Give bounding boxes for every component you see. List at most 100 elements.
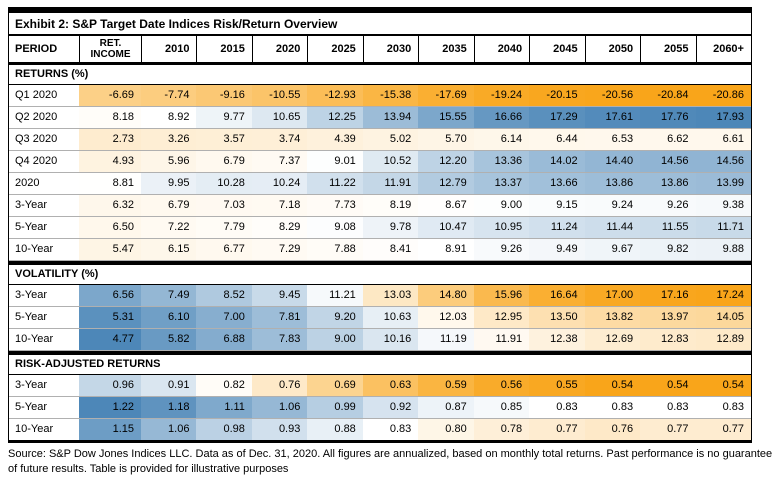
value-cell: 8.29	[251, 217, 308, 238]
value-cell: 17.61	[584, 107, 641, 128]
value-cell: 14.56	[695, 151, 751, 172]
value-cell: 15.96	[473, 285, 530, 306]
table-row: 5-Year 6.50 7.22 7.79 8.29 9.08 9.78 10.47 10.95…	[9, 217, 751, 239]
value-cell: 7.49	[141, 285, 197, 306]
value-cell: 12.89	[695, 329, 751, 350]
column-header-2020: 2020	[251, 36, 307, 62]
value-cell: 7.29	[251, 239, 308, 260]
value-cell: 4.77	[79, 329, 141, 350]
value-cell: 6.50	[79, 217, 141, 238]
column-header-2010: 2010	[141, 36, 196, 62]
value-cell: 5.96	[141, 151, 197, 172]
value-cell: 17.16	[640, 285, 696, 306]
value-cell: 1.18	[141, 397, 197, 418]
risk-return-table: Exhibit 2: S&P Target Date Indices Risk/…	[8, 7, 752, 443]
value-cell: 3.26	[141, 129, 197, 150]
value-cell: 9.38	[695, 195, 751, 216]
row-label: 10-Year	[9, 329, 79, 350]
value-cell: 17.24	[695, 285, 751, 306]
table-row: 10-Year 1.15 1.06 0.98 0.93 0.88 0.83 0.80 0.78 0…	[9, 419, 751, 440]
value-cell: 11.19	[418, 329, 474, 350]
value-cell: 9.49	[529, 239, 585, 260]
value-cell: 0.76	[584, 419, 641, 440]
value-cell: 13.36	[473, 151, 530, 172]
value-cell: 0.59	[418, 375, 474, 396]
value-cell: 6.62	[640, 129, 696, 150]
value-cell: 12.25	[307, 107, 363, 128]
value-cell: 0.54	[584, 375, 641, 396]
value-cell: 17.93	[695, 107, 751, 128]
value-cell: 7.79	[196, 217, 252, 238]
table-row: 3-Year 6.32 6.79 7.03 7.18 7.73 8.19 8.67 9.00 9.…	[9, 195, 751, 217]
row-label: 10-Year	[9, 419, 79, 440]
value-cell: -12.93	[307, 85, 363, 106]
value-cell: 12.20	[418, 151, 474, 172]
value-cell: 0.87	[418, 397, 474, 418]
value-cell: 9.26	[473, 239, 530, 260]
value-cell: 1.15	[79, 419, 141, 440]
value-cell: 11.22	[307, 173, 363, 194]
value-cell: 14.02	[529, 151, 585, 172]
section-header: RETURNS (%)	[9, 65, 751, 85]
value-cell: 1.11	[196, 397, 252, 418]
value-cell: -9.16	[196, 85, 252, 106]
row-label: 3-Year	[9, 375, 79, 396]
value-cell: 17.29	[529, 107, 585, 128]
value-cell: 0.78	[473, 419, 530, 440]
value-cell: 8.18	[79, 107, 141, 128]
value-cell: 0.83	[584, 397, 641, 418]
table-row: Q4 2020 4.93 5.96 6.79 7.37 9.01 10.52 12.20 13.…	[9, 151, 751, 173]
value-cell: 0.83	[695, 397, 751, 418]
value-cell: 12.95	[473, 307, 530, 328]
table-header-row: PERIOD RET. INCOME 2010 2015 2020 2025 2030 203…	[9, 36, 751, 65]
value-cell: 8.41	[362, 239, 419, 260]
value-cell: 7.73	[307, 195, 363, 216]
value-cell: 0.85	[473, 397, 530, 418]
value-cell: -6.69	[79, 85, 141, 106]
value-cell: 6.61	[695, 129, 751, 150]
value-cell: 17.00	[584, 285, 641, 306]
table-row: 10-Year 4.77 5.82 6.88 7.83 9.00 10.16 11.19 11.…	[9, 329, 751, 351]
table-row: Q3 2020 2.73 3.26 3.57 3.74 4.39 5.02 5.70 6.14 6…	[9, 129, 751, 151]
column-header-2040: 2040	[473, 36, 529, 62]
source-note: Source: S&P Dow Jones Indices LLC. Data …	[8, 448, 773, 475]
value-cell: 7.22	[141, 217, 197, 238]
value-cell: 0.56	[473, 375, 530, 396]
value-cell: 0.83	[529, 397, 585, 418]
column-header-2045: 2045	[529, 36, 584, 62]
value-cell: 7.88	[307, 239, 363, 260]
value-cell: 6.10	[141, 307, 197, 328]
value-cell: 12.03	[418, 307, 474, 328]
value-cell: 0.54	[695, 375, 751, 396]
value-cell: 15.55	[418, 107, 474, 128]
value-cell: 9.26	[640, 195, 696, 216]
value-cell: 11.91	[473, 329, 530, 350]
value-cell: -15.38	[362, 85, 419, 106]
value-cell: 0.91	[141, 375, 197, 396]
value-cell: 10.47	[418, 217, 474, 238]
value-cell: 7.00	[196, 307, 252, 328]
value-cell: -20.15	[529, 85, 585, 106]
value-cell: -19.24	[473, 85, 530, 106]
value-cell: 10.28	[196, 173, 252, 194]
value-cell: 6.88	[196, 329, 252, 350]
value-cell: 8.92	[141, 107, 197, 128]
value-cell: 6.79	[141, 195, 197, 216]
table-row: 3-Year 0.96 0.91 0.82 0.76 0.69 0.63 0.59 0.56 0.…	[9, 375, 751, 397]
value-cell: 13.99	[695, 173, 751, 194]
value-cell: 0.76	[251, 375, 308, 396]
column-header-period: PERIOD	[15, 43, 58, 55]
column-header-2030: 2030	[362, 36, 418, 62]
value-cell: 12.38	[529, 329, 585, 350]
value-cell: 14.56	[640, 151, 696, 172]
value-cell: 2.73	[79, 129, 141, 150]
row-label: Q2 2020	[9, 107, 79, 128]
value-cell: 14.80	[418, 285, 474, 306]
row-label: Q4 2020	[9, 151, 79, 172]
column-header-ret-income: RET. INCOME	[79, 36, 141, 62]
value-cell: 6.44	[529, 129, 585, 150]
row-label: Q3 2020	[9, 129, 79, 150]
value-cell: 10.65	[251, 107, 308, 128]
value-cell: 9.78	[362, 217, 419, 238]
value-cell: 6.32	[79, 195, 141, 216]
